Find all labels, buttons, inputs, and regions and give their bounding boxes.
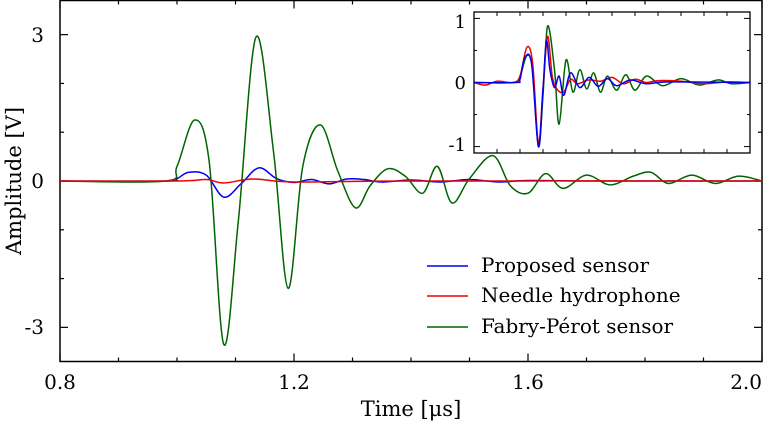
x-axis-title: Time [μs] — [361, 397, 462, 421]
legend-label-fabry-perot-sensor: Fabry-Pérot sensor — [481, 314, 674, 338]
main-axis-ticks — [59, 0, 763, 362]
legend: Proposed sensor Needle hydrophone Fabry-… — [427, 253, 681, 338]
x-tick-label: 0.8 — [44, 370, 76, 394]
inset-line-proposed-sensor — [473, 40, 751, 148]
main-series-group — [59, 35, 763, 346]
series-line-fabry-perot-sensor — [59, 35, 763, 346]
x-tick-label: 2.0 — [730, 370, 762, 394]
inset-y-tick-label: -1 — [448, 135, 466, 156]
legend-label-needle-hydrophone: Needle hydrophone — [481, 283, 681, 307]
y-tick-label: 3 — [31, 23, 44, 47]
x-tick-label: 1.6 — [512, 370, 544, 394]
y-tick-label: 0 — [31, 169, 44, 193]
x-tick-label: 1.2 — [278, 370, 310, 394]
inset-y-tick-label: 1 — [455, 12, 466, 33]
y-tick-label: -3 — [25, 315, 44, 339]
inset-y-tick-label: 0 — [455, 73, 466, 94]
inset-series-group — [473, 25, 751, 148]
legend-label-proposed-sensor: Proposed sensor — [481, 253, 649, 277]
y-axis-title: Amplitude [V] — [2, 107, 26, 256]
inset-frame — [473, 11, 751, 154]
series-line-needle-hydrophone — [59, 178, 763, 184]
